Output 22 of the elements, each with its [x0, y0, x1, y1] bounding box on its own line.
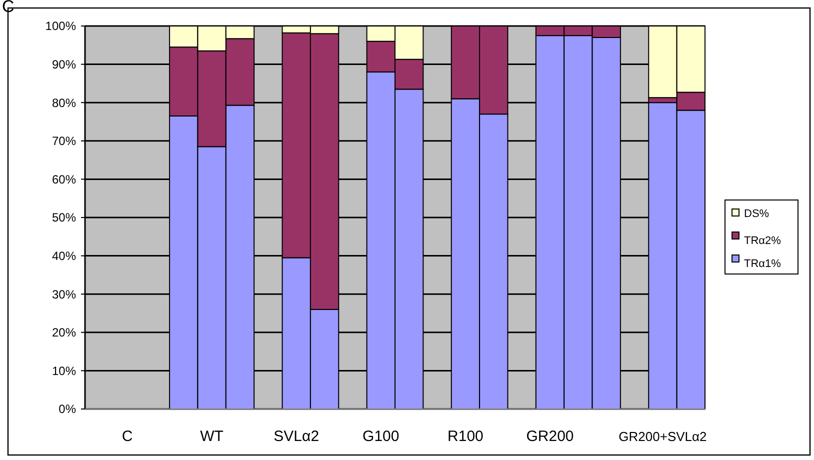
- x-tick-label: WT: [200, 428, 224, 445]
- x-tick-label: R100: [448, 428, 484, 445]
- y-tick-label: 100%: [45, 19, 76, 34]
- y-tick-label: 50%: [52, 210, 76, 225]
- y-tick-label: 0%: [58, 402, 76, 416]
- y-tick-label: 20%: [52, 326, 76, 340]
- legend-label: DS%: [744, 208, 770, 220]
- legend-label: TRα2%: [744, 234, 782, 247]
- legend-label: TRα1%: [744, 258, 782, 270]
- y-tick-label: 70%: [52, 134, 76, 148]
- x-tick-label: GR200: [526, 428, 574, 445]
- x-tick-label: G100: [362, 428, 400, 445]
- x-tick-label: GR200+SVLα2: [618, 429, 707, 444]
- x-tick-label: SVLα2: [274, 428, 320, 445]
- y-tick-label: 80%: [52, 96, 76, 110]
- text: C: [2, 0, 14, 16]
- y-tick-label: 90%: [52, 58, 76, 72]
- y-tick-label: 30%: [52, 287, 76, 302]
- x-tick-label: C: [122, 428, 133, 445]
- y-tick-label: 60%: [52, 172, 76, 186]
- y-tick-label: 40%: [52, 249, 76, 263]
- y-tick-label: 10%: [52, 364, 76, 378]
